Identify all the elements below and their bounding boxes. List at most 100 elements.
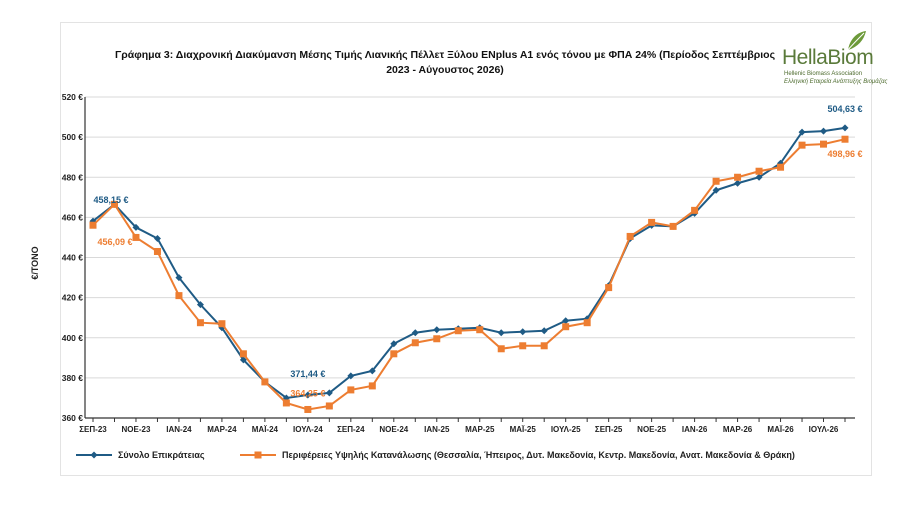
chart-title: Γράφημα 3: Διαχρονική Διακύμανση Μέσης Τ… bbox=[100, 48, 790, 78]
data-point-square bbox=[411, 339, 419, 347]
data-point-diamond bbox=[497, 329, 505, 337]
legend-item-series2: Περιφέρειες Υψηλής Κατανάλωσης (Θεσσαλία… bbox=[240, 450, 795, 460]
x-tick-label: ΜΑΡ-26 bbox=[723, 425, 753, 434]
legend-label-series1: Σύνολο Επικράτειας bbox=[118, 450, 205, 460]
hellabiom-logo: HellaBiom Hellenic Biomass Association Ε… bbox=[782, 30, 887, 92]
data-point-diamond bbox=[755, 173, 763, 181]
x-tick-label: ΝΟΕ-25 bbox=[637, 425, 666, 434]
x-tick-label: ΣΕΠ-25 bbox=[595, 425, 623, 434]
data-point-diamond bbox=[239, 356, 247, 364]
y-tick-label: 380 € bbox=[62, 373, 84, 383]
data-point-square bbox=[89, 221, 97, 229]
data-point-square bbox=[347, 386, 355, 394]
data-point-square bbox=[691, 206, 699, 214]
diamond-marker-icon bbox=[76, 451, 112, 459]
y-tick-label: 500 € bbox=[62, 132, 84, 142]
legend-label-series2: Περιφέρειες Υψηλής Κατανάλωσης (Θεσσαλία… bbox=[282, 450, 795, 460]
leaf-icon bbox=[846, 31, 866, 52]
y-tick-label: 480 € bbox=[62, 172, 84, 182]
data-point-square bbox=[519, 342, 527, 350]
data-point-square bbox=[755, 167, 763, 175]
data-point-square bbox=[433, 335, 441, 343]
data-point-square bbox=[583, 319, 591, 327]
x-tick-label: ΙΑΝ-24 bbox=[166, 425, 192, 434]
chart-frame bbox=[60, 22, 872, 476]
data-point-square bbox=[218, 320, 226, 328]
x-tick-label: ΙΟΥΛ-25 bbox=[551, 425, 581, 434]
data-point-square bbox=[820, 140, 828, 148]
data-label: 364,25 € bbox=[290, 388, 325, 398]
data-point-diamond bbox=[734, 179, 742, 187]
data-point-diamond bbox=[175, 274, 183, 282]
data-label: 458,15 € bbox=[93, 195, 128, 205]
gridlines bbox=[85, 96, 855, 419]
legend-item-series1: Σύνολο Επικράτειας bbox=[76, 450, 205, 460]
x-tick-label: ΙΟΥΛ-24 bbox=[293, 425, 323, 434]
y-tick-label: 460 € bbox=[62, 212, 84, 222]
y-tick-label: 400 € bbox=[62, 333, 84, 343]
data-point-diamond bbox=[196, 301, 204, 309]
data-point-square bbox=[712, 177, 720, 185]
x-tick-label: ΙΑΝ-25 bbox=[424, 425, 450, 434]
logo-subtitle-gr: Ελληνική Εταιρεία Ανάπτυξης Βιομάζας bbox=[784, 79, 888, 85]
data-point-square bbox=[648, 218, 656, 226]
x-tick-label: ΝΟΕ-23 bbox=[122, 425, 151, 434]
x-tick-label: ΜΑΪ-25 bbox=[510, 425, 537, 434]
series-line-1 bbox=[92, 126, 846, 399]
axes: 360 € 380 € 400 € 420 € 440 € 460 € 480 € 500 €… bbox=[62, 92, 846, 434]
data-point-square bbox=[497, 345, 505, 353]
x-tick-label: ΙΑΝ-26 bbox=[682, 425, 708, 434]
data-point-diamond bbox=[132, 223, 140, 231]
chart-title-line2: 2023 - Αύγουστος 2026) bbox=[386, 64, 504, 76]
data-label: 456,09 € bbox=[97, 237, 132, 247]
x-tick-label: ΝΟΕ-24 bbox=[379, 425, 408, 434]
data-label: 504,63 € bbox=[827, 104, 862, 114]
data-point-square bbox=[734, 173, 742, 181]
logo-subtitle-en: Hellenic Biomass Association bbox=[784, 71, 863, 77]
logo-name: HellaBiom bbox=[782, 46, 874, 69]
data-point-diamond bbox=[390, 340, 398, 348]
data-point-diamond bbox=[347, 372, 355, 380]
data-point-diamond bbox=[304, 391, 312, 399]
data-point-diamond bbox=[433, 326, 441, 334]
data-label: 498,96 € bbox=[827, 149, 862, 159]
data-point-square bbox=[325, 402, 333, 410]
data-point-diamond bbox=[519, 328, 527, 336]
data-point-diamond bbox=[540, 327, 548, 335]
data-point-square bbox=[390, 350, 398, 358]
data-point-square bbox=[304, 405, 312, 413]
data-point-square bbox=[605, 284, 613, 292]
data-point-diamond bbox=[820, 127, 828, 135]
series-line-2 bbox=[92, 138, 846, 411]
data-point-diamond bbox=[325, 389, 333, 397]
y-tick-label: 520 € bbox=[62, 92, 84, 102]
x-tick-label: ΜΑΡ-25 bbox=[465, 425, 495, 434]
data-point-square bbox=[239, 350, 247, 358]
data-point-square bbox=[282, 399, 290, 407]
data-point-square bbox=[476, 326, 484, 334]
y-tick-label: 440 € bbox=[62, 253, 84, 263]
data-point-diamond bbox=[368, 367, 376, 375]
data-point-square bbox=[777, 163, 785, 171]
data-point-square bbox=[454, 327, 462, 335]
square-marker-icon bbox=[240, 451, 276, 459]
data-point-square bbox=[798, 141, 806, 149]
data-point-square bbox=[261, 378, 269, 386]
x-tick-label: ΣΕΠ-24 bbox=[337, 425, 365, 434]
data-point-square bbox=[540, 342, 548, 350]
x-tick-label: ΜΑΡ-24 bbox=[207, 425, 237, 434]
data-point-square bbox=[132, 233, 140, 241]
data-point-square bbox=[368, 382, 376, 390]
x-tick-label: ΜΑΪ-24 bbox=[252, 425, 279, 434]
data-point-square bbox=[626, 232, 634, 240]
y-tick-label: 360 € bbox=[62, 413, 84, 423]
data-point-square bbox=[841, 135, 849, 143]
data-point-diamond bbox=[841, 124, 849, 132]
series-group bbox=[89, 124, 849, 413]
data-point-diamond bbox=[562, 317, 570, 325]
data-point-square bbox=[110, 200, 118, 208]
y-tick-label: 420 € bbox=[62, 293, 84, 303]
data-point-square bbox=[153, 247, 161, 255]
data-point-diamond bbox=[798, 128, 806, 136]
